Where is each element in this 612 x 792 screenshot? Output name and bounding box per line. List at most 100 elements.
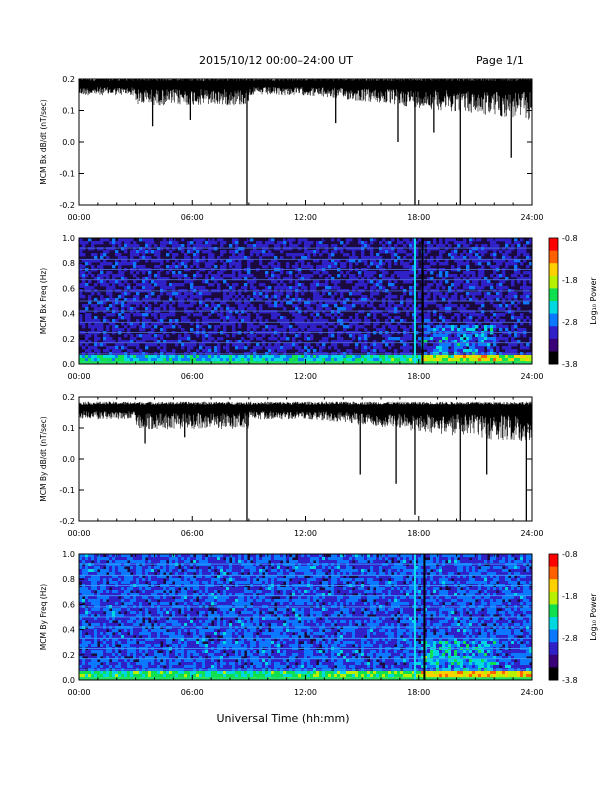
spectrogram-cell [433,337,437,341]
spectrogram-cell [160,322,164,326]
spectrogram-cell [388,346,392,350]
spectrogram-cell [427,277,431,281]
spectrogram-cell [79,566,83,570]
spectrogram-cell [97,277,101,281]
spectrogram-cell [190,358,194,362]
spectrogram-cell [166,614,170,618]
spectrogram-cell [523,334,527,338]
spectrogram-cell [379,274,383,278]
spectrogram-cell [91,632,95,636]
spectrogram-cell [154,343,158,347]
spectrogram-cell [328,313,332,317]
spectrogram-cell [142,629,146,633]
spectrogram-cell [451,295,455,299]
spectrogram-cell [223,295,227,299]
spectrogram-cell [376,343,380,347]
spectrogram-cell [511,283,515,287]
spectrogram-cell [385,247,389,251]
spectrogram-cell [85,286,89,290]
spectrogram-cell [283,328,287,332]
spectrogram-cell [463,307,467,311]
spectrogram-cell [442,334,446,338]
spectrogram-cell [418,358,422,362]
spectrogram-cell [121,665,125,669]
spectrogram-cell [505,346,509,350]
spectrogram-cell [115,566,119,570]
spectrogram-cell [439,358,443,362]
spectrogram-cell [130,650,134,654]
spectrogram-cell [157,346,161,350]
spectrogram-cell [490,238,494,242]
spectrogram-cell [136,626,140,630]
spectrogram-cell [196,271,200,275]
spectrogram-cell [208,340,212,344]
spectrogram-cell [508,349,512,353]
spectrogram-cell [121,575,125,579]
spectrogram-cell [493,322,497,326]
spectrogram-cell [157,674,161,678]
spectrogram-cell [106,349,110,353]
spectrogram-cell [130,358,134,362]
spectrogram-cell [460,253,464,257]
spectrogram-cell [199,247,203,251]
spectrogram-cell [409,286,413,290]
spectrogram-cell [436,247,440,251]
spectrogram-cell [166,590,170,594]
spectrogram-cell [229,358,233,362]
spectrogram-cell [187,277,191,281]
spectrogram-cell [400,262,404,266]
spectrogram-cell [475,262,479,266]
spectrogram-cell [106,271,110,275]
spectrogram-cell [274,247,278,251]
spectrogram-cell [256,343,260,347]
spectrogram-cell [145,650,149,654]
spectrogram-cell [106,274,110,278]
spectrogram-cell [139,611,143,615]
spectrogram-cell [427,337,431,341]
spectrogram-cell [370,295,374,299]
spectrogram-cell [319,340,323,344]
spectrogram-cell [133,301,137,305]
spectrogram-cell [130,596,134,600]
spectrogram-cell [439,271,443,275]
spectrogram-cell [136,319,140,323]
spectrogram-cell [358,298,362,302]
spectrogram-cell [139,557,143,561]
spectrogram-cell [100,241,104,245]
spectrogram-cell [454,337,458,341]
spectrogram-cell [319,304,323,308]
spectrogram-cell [310,283,314,287]
spectrogram-cell [382,334,386,338]
spectrogram-cell [349,247,353,251]
spectrogram-cell [136,623,140,627]
spectrogram-cell [505,340,509,344]
spectrogram-cell [133,274,137,278]
spectrogram-cell [196,292,200,296]
spectrogram-cell [103,632,107,636]
spectrogram-cell [478,307,482,311]
spectrogram-cell [238,322,242,326]
spectrogram-cell [121,593,125,597]
spectrogram-cell [322,283,326,287]
spectrogram-cell [475,238,479,242]
spectrogram-cell [97,575,101,579]
spectrogram-cell [373,343,377,347]
spectrogram-cell [109,644,113,648]
spectrogram-cell [427,355,431,359]
spectrogram-cell [100,620,104,624]
spectrogram-cell [313,322,317,326]
spectrogram-cell [85,262,89,266]
spectrogram-cell [400,241,404,245]
spectrogram-cell [499,292,503,296]
spectrogram-cell [145,572,149,576]
spectrogram-cell [433,328,437,332]
spectrogram-cell [151,280,155,284]
spectrogram-cell [145,241,149,245]
spectrogram-cell [289,343,293,347]
spectrogram-cell [514,322,518,326]
spectrogram-cell [448,355,452,359]
spectrogram-cell [133,578,137,582]
spectrogram-cell [133,286,137,290]
spectrogram-cell [256,337,260,341]
spectrogram-cell [133,572,137,576]
